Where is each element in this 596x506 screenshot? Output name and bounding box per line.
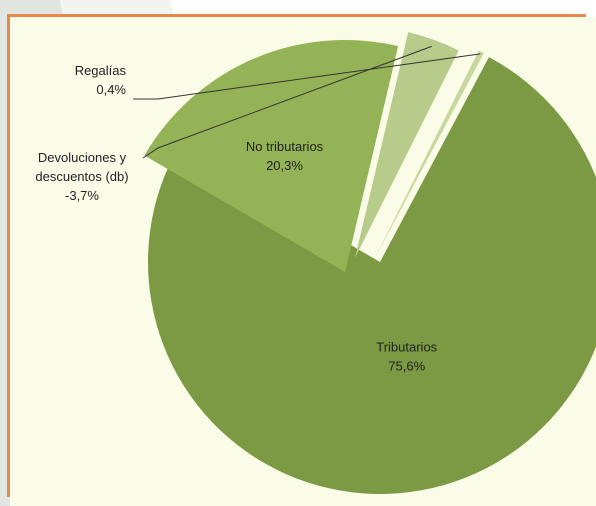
pie-slices xyxy=(144,32,596,494)
pie-slice-no-tributarios xyxy=(144,40,399,272)
label-regalias: Regalías 0,4% xyxy=(75,63,127,97)
leader-line-devoluciones-y-descuentos-db xyxy=(142,45,432,159)
pie-slice-regalias xyxy=(375,50,484,258)
label-devoluciones-y-descuentos-db: Devoluciones y descuentos (db) -3,7% xyxy=(35,150,128,203)
leader-lines xyxy=(133,45,481,159)
pie-slice-devoluciones-y-descuentos-db xyxy=(355,32,459,259)
label-tributarios: Tributarios 75,6% xyxy=(376,340,437,374)
slice-labels: Tributarios 75,6% No tributarios 20,3% Devol… xyxy=(35,63,437,374)
label-no-tributarios: No tributarios 20,3% xyxy=(246,139,324,173)
pie-slice-tributarios xyxy=(148,57,596,494)
leader-line-regalias xyxy=(133,53,481,100)
chart-frame xyxy=(7,14,586,497)
